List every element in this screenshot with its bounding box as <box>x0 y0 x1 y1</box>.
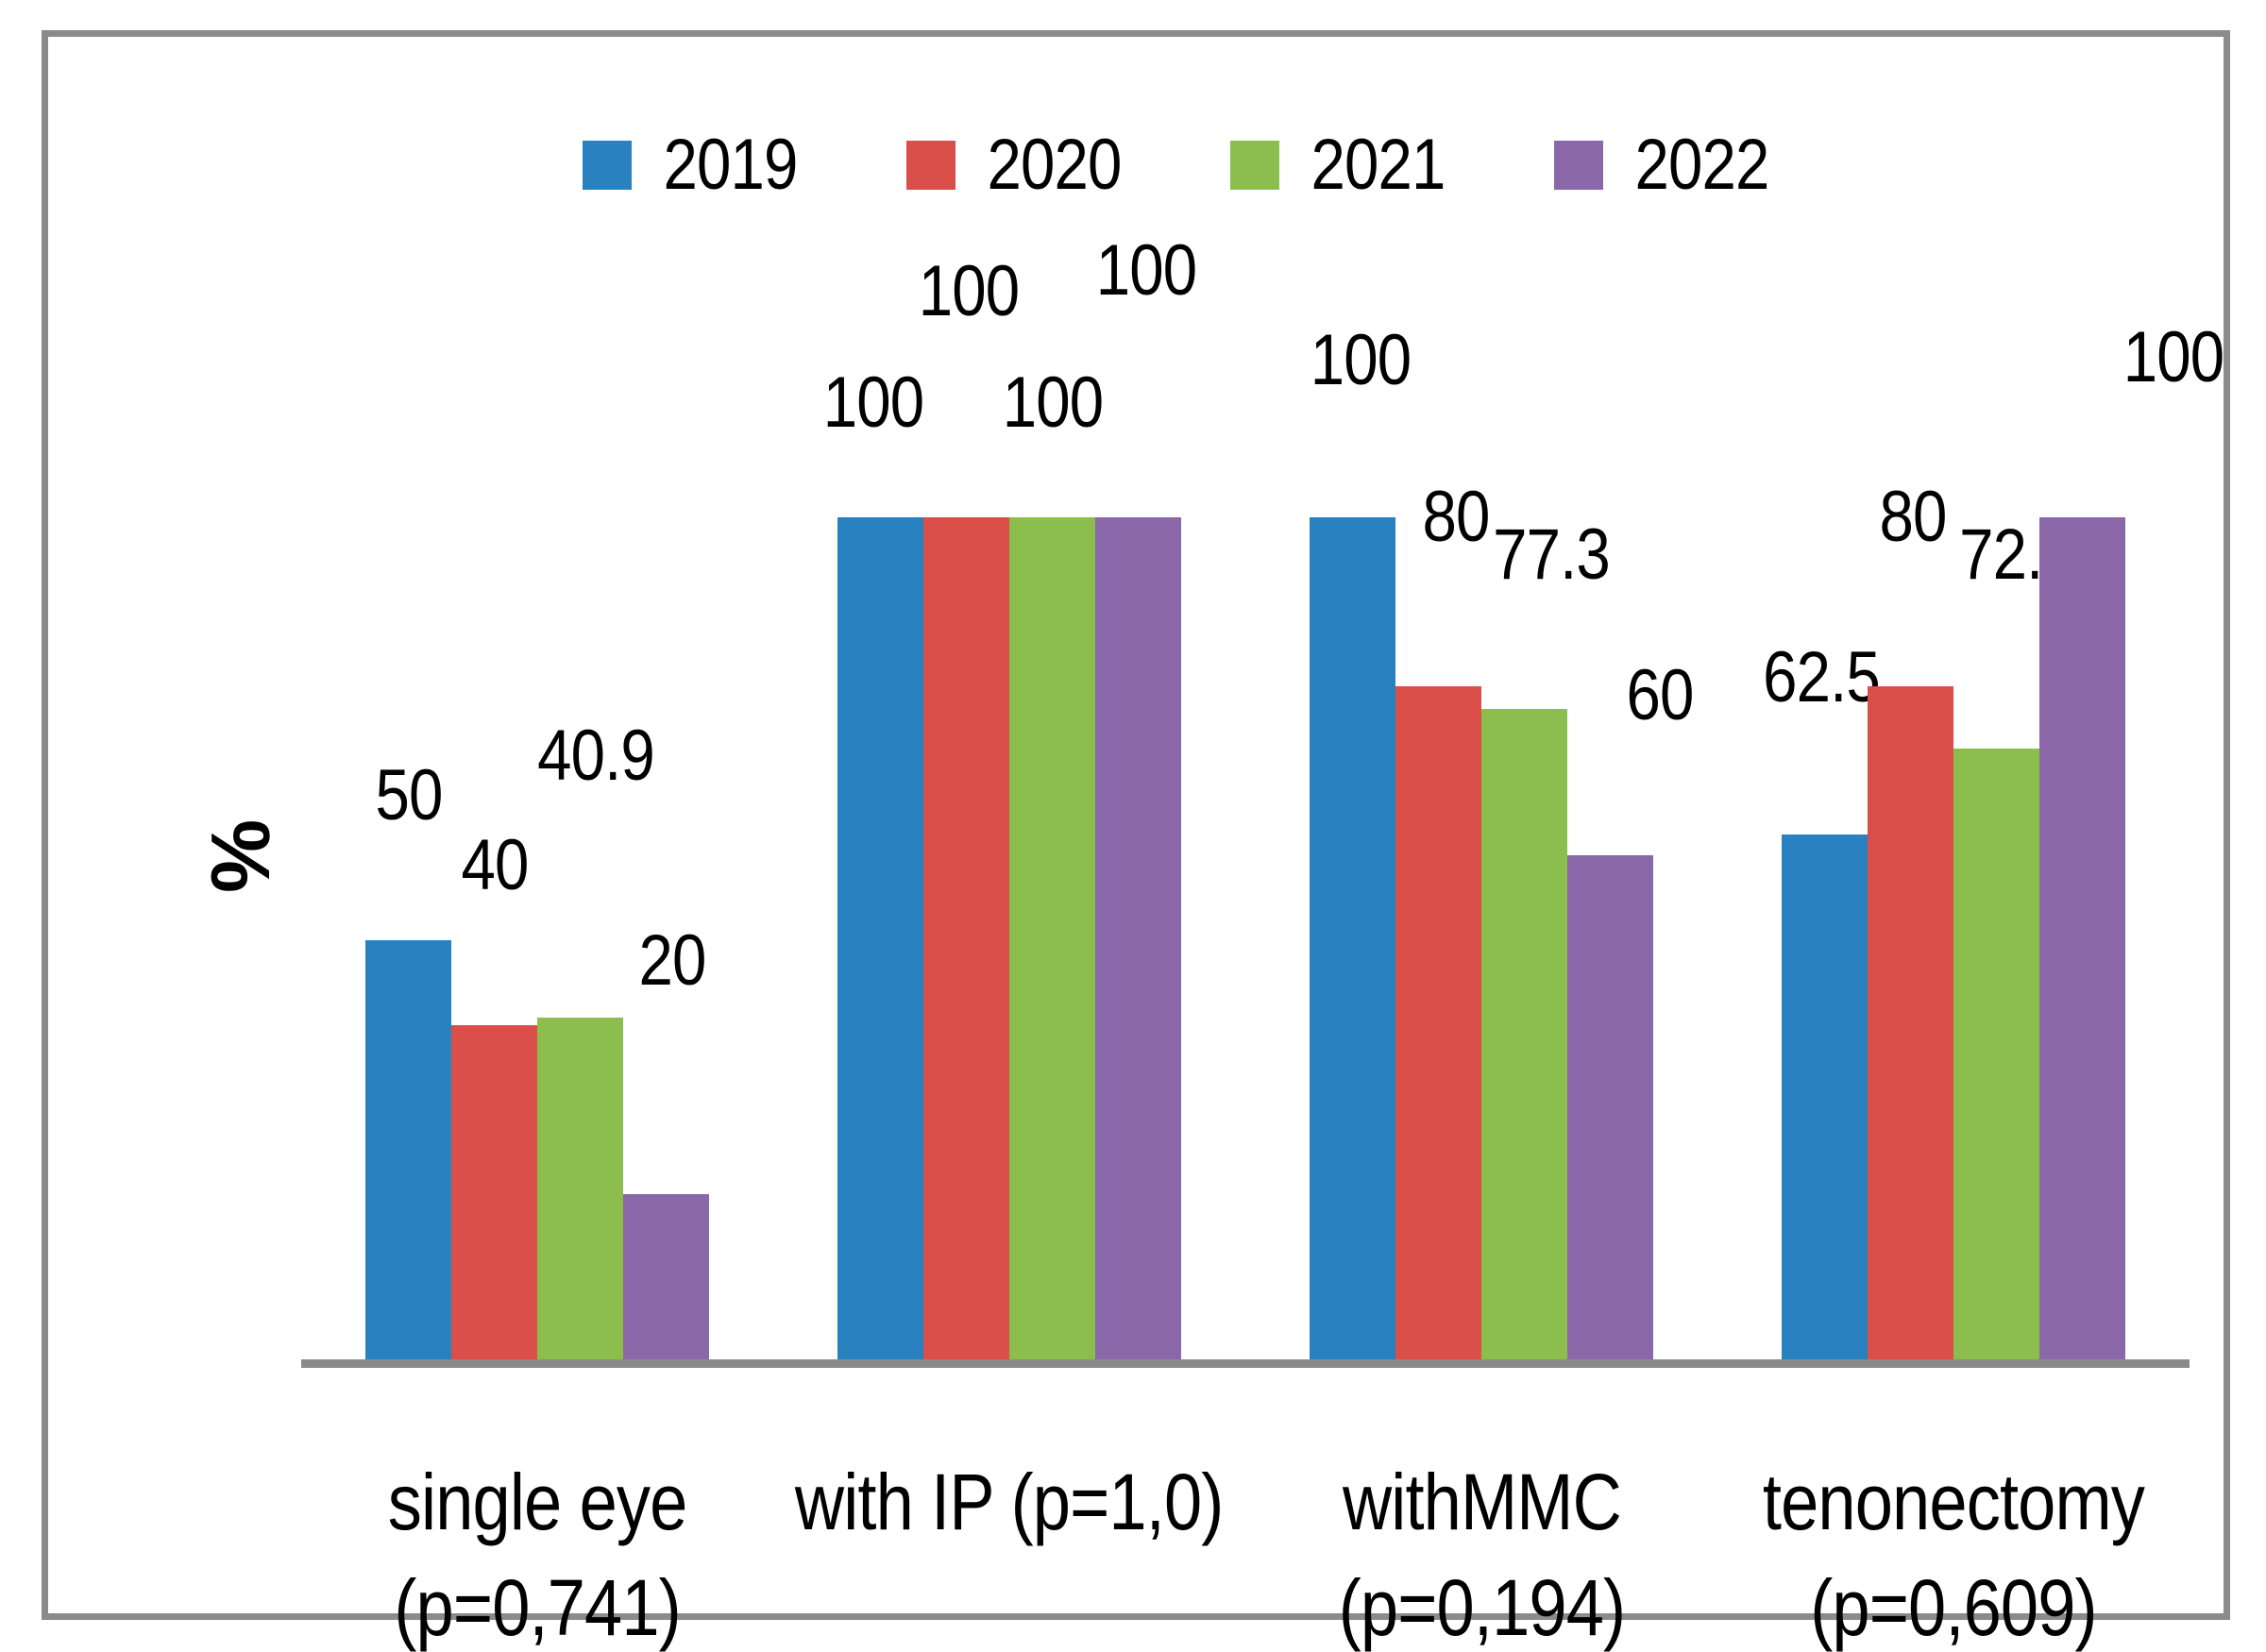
y-axis-label: % <box>194 818 287 894</box>
category-label-text: withMMC (p=0,194) <box>1338 1458 1625 1652</box>
data-label-2021-with-ip-p-1-0: 100 <box>1002 362 1103 443</box>
data-label-2022-single-eye-p-0-741: 20 <box>638 919 706 1001</box>
bar-2022-tenonectomy-p-0-609 <box>2039 517 2125 1363</box>
x-axis-line <box>301 1359 2190 1368</box>
legend-item-2019: 2019 <box>582 125 808 205</box>
bar-2022-single-eye-p-0-741 <box>623 1194 709 1363</box>
legend-label-2022: 2022 <box>1634 125 1770 205</box>
bar-2020-withmmc-p-0-194 <box>1395 686 1481 1363</box>
legend-swatch-2022 <box>1554 141 1604 190</box>
legend-label-2020: 2020 <box>987 125 1122 205</box>
data-label-2022-withmmc-p-0-194: 60 <box>1626 654 1694 735</box>
legend-label-2021: 2021 <box>1311 125 1446 205</box>
legend-item-2020: 2020 <box>905 125 1132 205</box>
bar-2019-single-eye-p-0-741 <box>365 940 451 1363</box>
data-label-2020-withmmc-p-0-194: 80 <box>1422 476 1490 557</box>
category-label-text: single eye (p=0,741) <box>387 1458 688 1652</box>
bar-2021-tenonectomy-p-0-609 <box>1953 749 2039 1363</box>
legend-label-2019: 2019 <box>663 125 798 205</box>
bar-2019-with-ip-p-1-0 <box>837 517 923 1363</box>
data-label-2021-withmmc-p-0-194: 77.3 <box>1492 514 1611 595</box>
bar-2020-single-eye-p-0-741 <box>451 1025 537 1363</box>
data-label-2019-withmmc-p-0-194: 100 <box>1310 319 1411 400</box>
data-label-2022-tenonectomy-p-0-609: 100 <box>2122 316 2224 397</box>
data-label-2020-with-ip-p-1-0: 100 <box>918 250 1019 331</box>
data-label-2019-tenonectomy-p-0-609: 62.5 <box>1762 636 1881 717</box>
legend-swatch-2021 <box>1230 141 1279 190</box>
data-label-2020-single-eye-p-0-741: 40 <box>461 824 529 905</box>
data-label-2022-with-ip-p-1-0: 100 <box>1095 229 1196 311</box>
bar-2019-withmmc-p-0-194 <box>1310 517 1395 1363</box>
data-label-2019-with-ip-p-1-0: 100 <box>822 362 923 443</box>
category-label-with-ip-p-1-0: with IP (p=1,0) <box>745 1449 1274 1555</box>
bar-2020-with-ip-p-1-0 <box>923 517 1009 1363</box>
category-label-text: with IP (p=1,0) <box>795 1458 1224 1546</box>
data-label-2021-single-eye-p-0-741: 40.9 <box>536 715 655 796</box>
bar-2022-withmmc-p-0-194 <box>1567 855 1653 1363</box>
chart-frame: 2019 2020 2021 2022 50 100 100 62.5 40 100 80 80 40… <box>42 30 2230 1652</box>
bar-2020-tenonectomy-p-0-609 <box>1868 686 1953 1363</box>
category-label-tenonectomy-p-0-609: tenonectomy (p=0,609) <box>1689 1449 2218 1652</box>
legend-item-2022: 2022 <box>1554 129 1780 201</box>
legend-swatch-2019 <box>582 141 632 190</box>
bar-2021-single-eye-p-0-741 <box>537 1018 623 1363</box>
legend-item-2021: 2021 <box>1230 129 1456 201</box>
legend: 2019 2020 2021 2022 <box>48 129 2266 201</box>
bar-2021-withmmc-p-0-194 <box>1481 709 1567 1363</box>
category-label-single-eye-p-0-741: single eye (p=0,741) <box>273 1449 802 1652</box>
bar-2019-tenonectomy-p-0-609 <box>1782 834 1868 1363</box>
bar-2021-with-ip-p-1-0 <box>1009 517 1095 1363</box>
data-label-2020-tenonectomy-p-0-609: 80 <box>1879 476 1947 557</box>
bar-2022-with-ip-p-1-0 <box>1095 517 1181 1363</box>
data-label-2019-single-eye-p-0-741: 50 <box>375 754 443 835</box>
category-label-text: tenonectomy (p=0,609) <box>1762 1458 2145 1652</box>
legend-swatch-2020 <box>905 141 955 190</box>
category-label-withmmc-p-0-194: withMMC (p=0,194) <box>1217 1449 1746 1652</box>
